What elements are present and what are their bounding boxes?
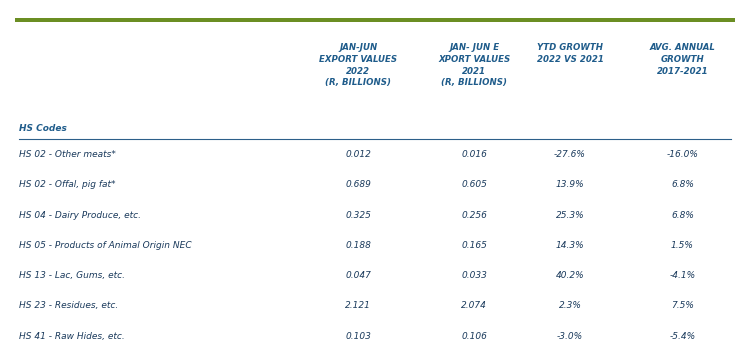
Text: 0.605: 0.605 — [461, 180, 488, 189]
Text: HS 13 - Lac, Gums, etc.: HS 13 - Lac, Gums, etc. — [19, 271, 125, 280]
Text: HS 41 - Raw Hides, etc.: HS 41 - Raw Hides, etc. — [19, 332, 125, 341]
Text: 7.5%: 7.5% — [671, 301, 694, 310]
Text: HS 02 - Offal, pig fat*: HS 02 - Offal, pig fat* — [19, 180, 116, 189]
Text: 13.9%: 13.9% — [556, 180, 584, 189]
Text: -4.1%: -4.1% — [670, 271, 695, 280]
Text: 0.047: 0.047 — [345, 271, 371, 280]
Text: 25.3%: 25.3% — [556, 211, 584, 219]
Text: AVG. ANNUAL
GROWTH
2017-2021: AVG. ANNUAL GROWTH 2017-2021 — [650, 43, 716, 76]
Text: 0.106: 0.106 — [461, 332, 488, 341]
Text: HS Codes: HS Codes — [19, 124, 67, 133]
Text: 0.012: 0.012 — [345, 150, 371, 159]
Text: 0.256: 0.256 — [461, 211, 488, 219]
Text: YTD GROWTH
2022 VS 2021: YTD GROWTH 2022 VS 2021 — [536, 43, 604, 64]
Text: 0.016: 0.016 — [461, 150, 488, 159]
Text: -16.0%: -16.0% — [667, 150, 698, 159]
Text: 0.188: 0.188 — [345, 241, 371, 250]
Text: 0.103: 0.103 — [345, 332, 371, 341]
Text: HS 23 - Residues, etc.: HS 23 - Residues, etc. — [19, 301, 118, 310]
Text: 2.3%: 2.3% — [559, 301, 581, 310]
Text: -5.4%: -5.4% — [670, 332, 695, 341]
Text: 0.325: 0.325 — [345, 211, 371, 219]
Text: -3.0%: -3.0% — [557, 332, 583, 341]
Text: 1.5%: 1.5% — [671, 241, 694, 250]
Text: HS 04 - Dairy Produce, etc.: HS 04 - Dairy Produce, etc. — [19, 211, 141, 219]
Text: JAN- JUN E
XPORT VALUES
2021
(R, BILLIONS): JAN- JUN E XPORT VALUES 2021 (R, BILLION… — [438, 43, 511, 87]
Text: 0.033: 0.033 — [461, 271, 488, 280]
Text: 40.2%: 40.2% — [556, 271, 584, 280]
Text: 2.121: 2.121 — [345, 301, 371, 310]
Text: 6.8%: 6.8% — [671, 180, 694, 189]
Text: HS 05 - Products of Animal Origin NEC: HS 05 - Products of Animal Origin NEC — [19, 241, 191, 250]
Text: 6.8%: 6.8% — [671, 211, 694, 219]
Text: HS 02 - Other meats*: HS 02 - Other meats* — [19, 150, 116, 159]
FancyBboxPatch shape — [15, 18, 735, 22]
Text: 14.3%: 14.3% — [556, 241, 584, 250]
Text: 0.165: 0.165 — [461, 241, 488, 250]
Text: 0.689: 0.689 — [345, 180, 371, 189]
Text: JAN-JUN
EXPORT VALUES
2022
(R, BILLIONS): JAN-JUN EXPORT VALUES 2022 (R, BILLIONS) — [319, 43, 398, 87]
Text: -27.6%: -27.6% — [554, 150, 586, 159]
Text: 2.074: 2.074 — [461, 301, 488, 310]
